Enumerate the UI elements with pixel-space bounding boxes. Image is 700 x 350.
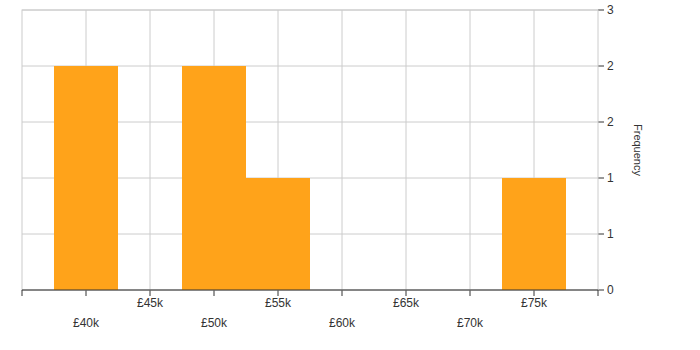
y-tick bbox=[598, 178, 604, 179]
y-axis-label: Frequency bbox=[632, 124, 644, 176]
x-tick bbox=[470, 290, 471, 296]
x-grid-line bbox=[342, 10, 343, 290]
histogram-bar bbox=[502, 178, 566, 290]
x-tick-label: £70k bbox=[457, 316, 484, 330]
x-range-tick bbox=[22, 290, 23, 296]
x-grid-line bbox=[470, 10, 471, 290]
x-tick-label: £60k bbox=[329, 316, 356, 330]
x-tick-label: £65k bbox=[393, 296, 420, 310]
bars bbox=[54, 66, 566, 290]
x-tick-label: £75k bbox=[521, 296, 548, 310]
y-tick bbox=[598, 10, 604, 11]
chart-container: 0 1 1 2 2 3 £40k £45k £50k £55k £60k £65k £70k £75k Fr… bbox=[0, 0, 700, 350]
y-tick bbox=[598, 122, 604, 123]
x-grid-line bbox=[150, 10, 151, 290]
x-range-tick bbox=[598, 290, 599, 296]
histogram-bar bbox=[182, 66, 246, 290]
y-tick-label: 0 bbox=[607, 283, 614, 297]
x-tick-label: £55k bbox=[265, 296, 292, 310]
histogram-bar bbox=[54, 66, 118, 290]
y-tick-label: 1 bbox=[607, 227, 614, 241]
x-tick-label: £50k bbox=[201, 316, 228, 330]
y-tick bbox=[598, 234, 604, 235]
y-tick-label: 1 bbox=[607, 171, 614, 185]
grid bbox=[22, 10, 598, 290]
y-tick bbox=[598, 66, 604, 67]
x-tick bbox=[342, 290, 343, 296]
x-axis-line bbox=[22, 290, 598, 291]
y-tick-label: 2 bbox=[607, 59, 614, 73]
y-grid-line bbox=[22, 290, 598, 291]
x-tick bbox=[214, 290, 215, 296]
histogram-bar bbox=[246, 178, 310, 290]
x-tick-label: £40k bbox=[73, 316, 100, 330]
chart-svg: 0 1 1 2 2 3 £40k £45k £50k £55k £60k £65k £70k £75k Fr… bbox=[0, 0, 700, 350]
y-tick bbox=[598, 290, 604, 291]
x-grid-line bbox=[406, 10, 407, 290]
x-tick-label: £45k bbox=[137, 296, 164, 310]
x-tick bbox=[86, 290, 87, 296]
y-tick-label: 3 bbox=[607, 3, 614, 17]
plot-frame bbox=[22, 10, 598, 290]
y-tick-label: 2 bbox=[607, 115, 614, 129]
